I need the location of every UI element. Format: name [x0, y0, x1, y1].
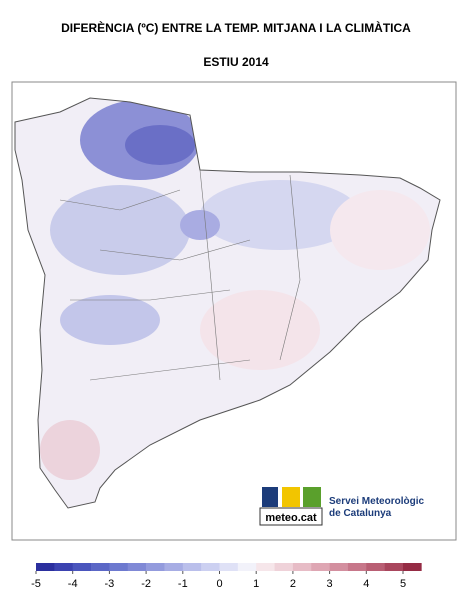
legend-swatch: [403, 563, 422, 571]
legend-tick-label: -4: [68, 578, 78, 590]
legend-tick-label: 4: [363, 578, 369, 590]
legend-tick-label: -1: [178, 578, 188, 590]
title: DIFERÈNCIA (ºC) ENTRE LA TEMP. MITJANA I…: [61, 20, 411, 35]
legend: -5 -4 -3 -2 -1 0 1 2 3 4 5: [31, 563, 422, 590]
logo-brand: meteo.cat: [265, 512, 317, 524]
county-borders: [59, 169, 301, 381]
legend-swatch: [366, 563, 385, 571]
legend-tick-label: 5: [400, 578, 406, 590]
subtitle: ESTIU 2014: [203, 55, 269, 69]
legend-swatch: [72, 563, 92, 571]
legend-tick-label: -5: [31, 578, 41, 590]
legend-tick-label: -2: [141, 578, 151, 590]
legend-swatch: [256, 563, 275, 571]
legend-swatch: [237, 563, 257, 571]
logo-org: de Catalunya: [329, 508, 392, 519]
legend-swatch: [274, 563, 294, 571]
legend-swatch: [219, 563, 239, 571]
legend-swatch: [311, 563, 330, 571]
logo: meteo.cat Servei Meteorològic de Catalun…: [259, 487, 424, 526]
legend-swatch: [201, 563, 220, 571]
legend-swatch: [91, 563, 110, 571]
legend-swatch: [127, 563, 147, 571]
legend-tick-label: 0: [216, 578, 222, 590]
legend-swatch: [329, 563, 349, 571]
legend-tick-label: 1: [253, 578, 259, 590]
legend-swatch: [182, 563, 202, 571]
legend-tick-label: 3: [327, 578, 333, 590]
legend-swatch: [384, 563, 404, 571]
legend-swatch: [292, 563, 312, 571]
legend-swatch: [164, 563, 184, 571]
legend-tick-label: -3: [105, 578, 115, 590]
logo-org: Servei Meteorològic: [329, 496, 424, 507]
legend-tick-label: 2: [290, 578, 296, 590]
legend-swatch: [36, 563, 55, 571]
legend-swatch: [347, 563, 367, 571]
legend-swatch: [146, 563, 165, 571]
legend-swatch: [54, 563, 73, 571]
legend-swatch: [109, 563, 129, 571]
